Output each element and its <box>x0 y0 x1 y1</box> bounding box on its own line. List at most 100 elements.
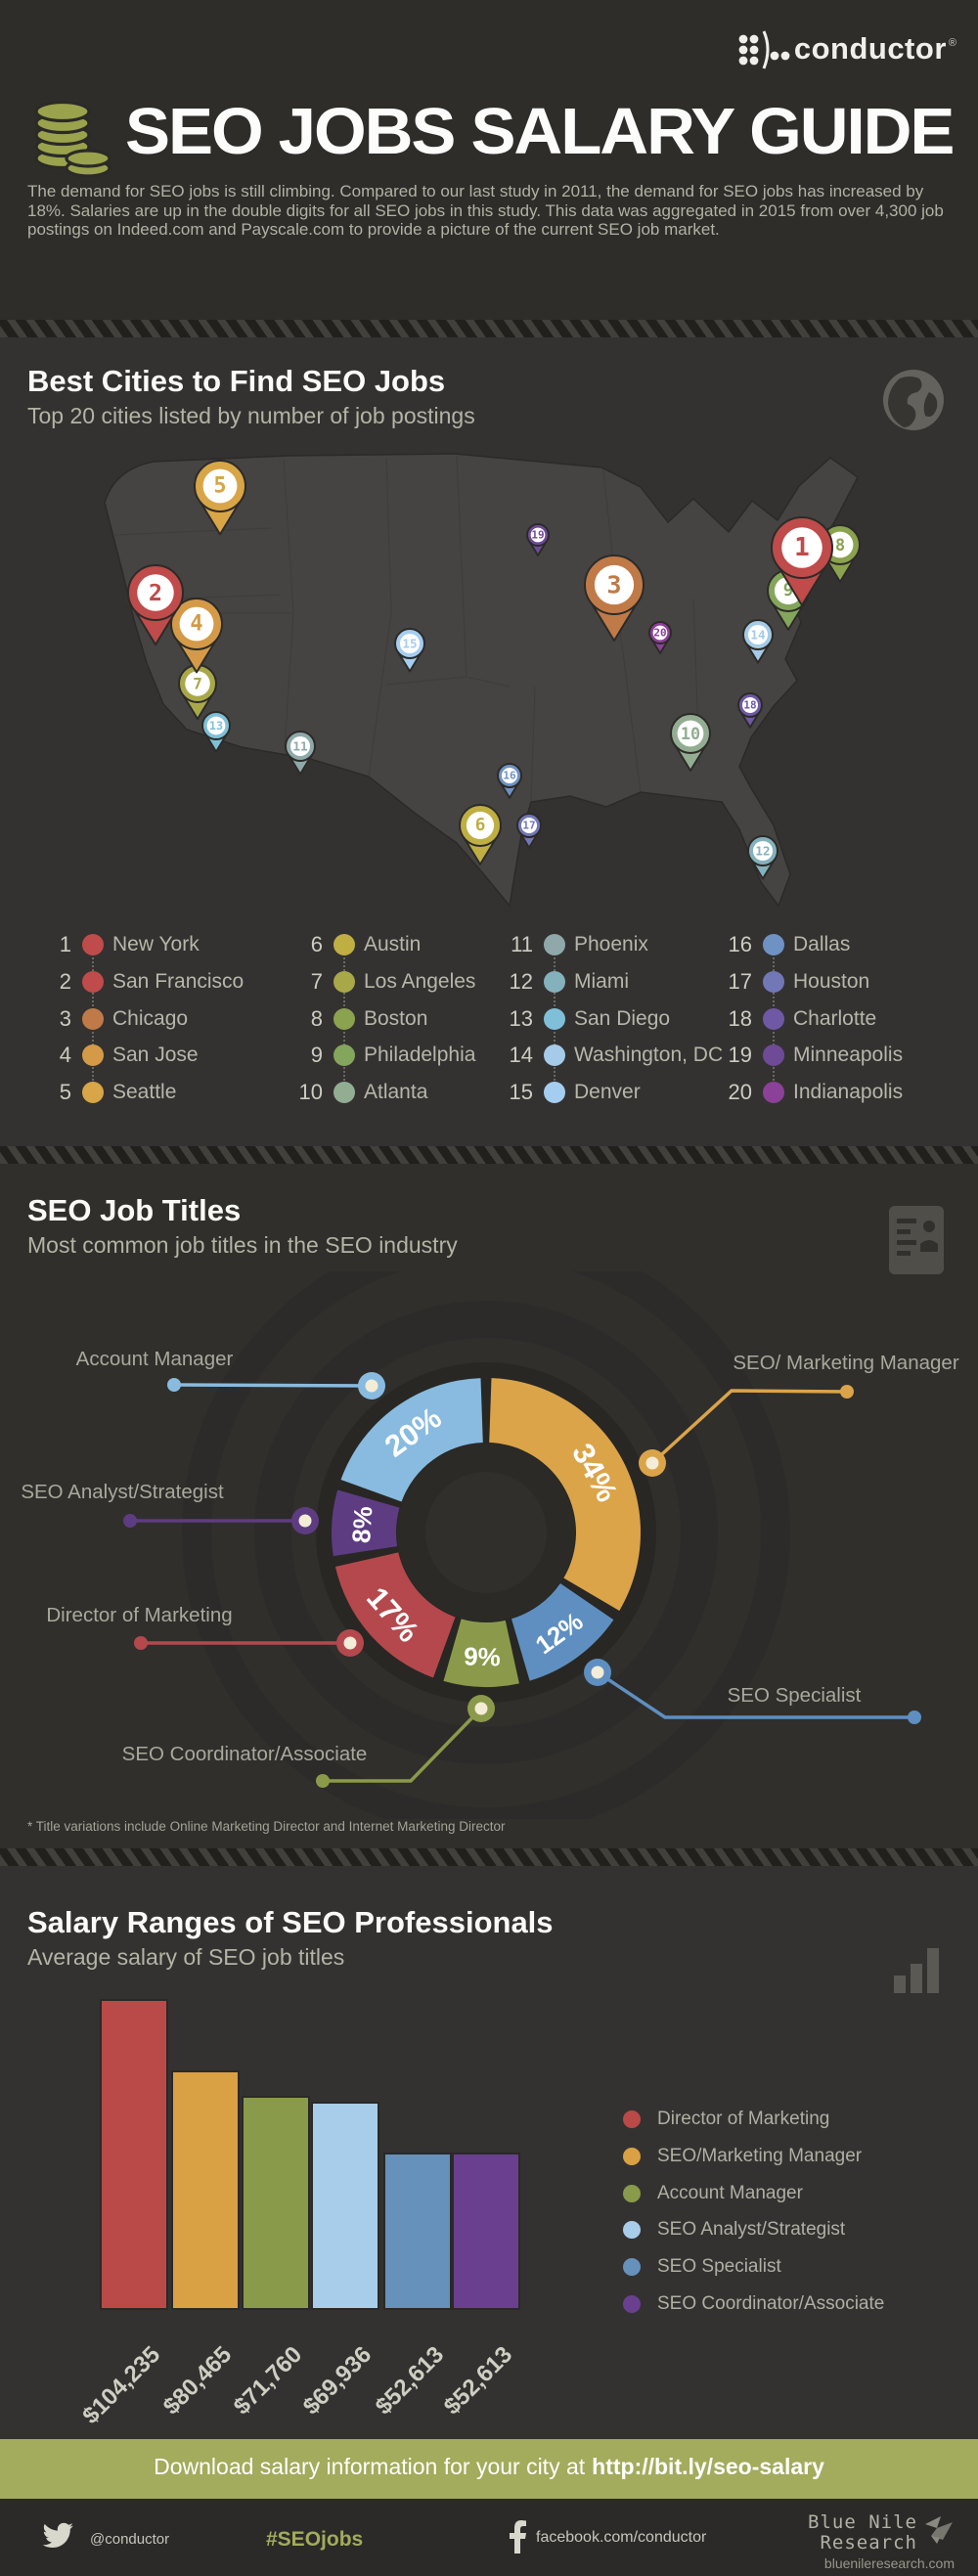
legend-dot <box>333 971 355 993</box>
map-pin-10[interactable]: 10 <box>670 713 711 772</box>
donut-slice-3[interactable] <box>334 1552 456 1678</box>
salary-bar-4[interactable] <box>383 2153 452 2310</box>
blue-nile-line1: Blue Nile <box>808 2511 917 2533</box>
legend-city-name: Atlanta <box>364 1081 428 1103</box>
svg-text:10: 10 <box>681 724 700 743</box>
resume-icon <box>889 1206 944 1274</box>
legend-city-name: Dallas <box>793 933 851 955</box>
facebook-icon[interactable] <box>509 2520 526 2554</box>
svg-text:9: 9 <box>783 581 794 600</box>
registered-mark: ® <box>948 37 956 49</box>
blue-nile-line2: Research <box>820 2532 917 2554</box>
map-pin-1[interactable]: 1 <box>771 516 833 606</box>
bar-legend-label: SEO/Marketing Manager <box>657 2145 863 2166</box>
legend-rank: 16 <box>728 932 752 956</box>
svg-text:11: 11 <box>292 739 307 754</box>
cta-bar: Download salary information for your cit… <box>0 2439 978 2495</box>
svg-text:16: 16 <box>503 770 516 782</box>
blue-nile-site[interactable]: bluenileresearch.com <box>823 2555 955 2571</box>
donut-slice-4[interactable] <box>332 1489 400 1557</box>
legend-city-name: Los Angeles <box>364 970 476 993</box>
legend-dot <box>544 934 565 955</box>
bar-legend-dot <box>623 2221 641 2240</box>
divider-stripe-3 <box>0 1848 978 1866</box>
map-pin-3[interactable]: 3 <box>584 555 645 642</box>
map-pin-19[interactable]: 19 <box>526 523 550 556</box>
svg-text:4: 4 <box>190 612 202 637</box>
bar-legend-dot <box>623 2184 641 2202</box>
map-pin-5[interactable]: 5 <box>194 460 246 536</box>
map-pin-2[interactable]: 2 <box>127 564 184 646</box>
legend-city-name: San Jose <box>112 1044 199 1066</box>
legend-city-name: Chicago <box>112 1007 189 1030</box>
legend-city-name: Washington, DC <box>574 1044 724 1066</box>
cities-heading-block: Best Cities to Find SEO Jobs Top 20 citi… <box>27 364 475 429</box>
svg-text:18: 18 <box>743 699 756 712</box>
bar-legend-label: Account Manager <box>657 2182 803 2203</box>
legend-dot <box>763 934 784 955</box>
map-pin-18[interactable]: 18 <box>737 692 763 729</box>
blue-nile-brand: Blue Nile Research <box>808 2512 917 2554</box>
salary-bar-1[interactable] <box>171 2070 240 2310</box>
legend-rank: 12 <box>509 969 533 994</box>
donut-slice-1[interactable] <box>511 1582 614 1681</box>
map-pin-12[interactable]: 12 <box>747 835 778 880</box>
donut-slice-5[interactable] <box>340 1378 483 1502</box>
salary-bar-0[interactable] <box>100 1999 168 2310</box>
legend-city-name: Charlotte <box>793 1007 877 1030</box>
legend-rank: 2 <box>59 969 71 994</box>
donut-callout-label: SEO Specialist <box>727 1684 862 1707</box>
legend-dot <box>333 1082 355 1103</box>
legend-dot <box>82 971 104 993</box>
salary-bar-5[interactable] <box>452 2153 520 2310</box>
salary-bar-3[interactable] <box>311 2102 379 2310</box>
jobs-subtitle: Most common job titles in the SEO indust… <box>27 1232 458 1258</box>
donut-callout-label: SEO Coordinator/Associate <box>121 1743 368 1765</box>
svg-text:20: 20 <box>653 627 666 640</box>
legend-dot <box>544 1008 565 1030</box>
map-pin-14[interactable]: 14 <box>742 619 774 664</box>
map-pin-20[interactable]: 20 <box>648 621 672 654</box>
svg-text:7: 7 <box>193 675 202 693</box>
bar-chart-icon <box>894 1948 939 1993</box>
donut-slice-0[interactable] <box>489 1378 642 1611</box>
legend-city-name: Indianapolis <box>793 1081 904 1103</box>
legend-dot <box>763 1044 784 1066</box>
map-pin-4[interactable]: 4 <box>170 598 223 674</box>
donut-callout-label: Account Manager <box>75 1348 234 1370</box>
salary-bar-2[interactable] <box>242 2096 310 2310</box>
hashtag[interactable]: #SEOjobs <box>266 2528 364 2551</box>
map-pin-11[interactable]: 11 <box>285 731 316 776</box>
svg-text:12: 12 <box>755 844 770 859</box>
facebook-link[interactable]: facebook.com/conductor <box>536 2529 707 2546</box>
legend-city-name: Seattle <box>112 1081 177 1103</box>
jobs-footnote: * Title variations include Online Market… <box>27 1819 506 1834</box>
coins-icon <box>34 100 111 178</box>
bar-legend-dot <box>623 2295 641 2313</box>
legend-rank: 15 <box>509 1080 533 1104</box>
twitter-icon[interactable] <box>41 2522 74 2550</box>
legend-city-name: San Diego <box>574 1007 671 1030</box>
svg-text:2: 2 <box>149 579 162 606</box>
legend-dot <box>82 934 104 955</box>
svg-text:17: 17 <box>522 820 535 832</box>
legend-rank: 17 <box>728 969 752 994</box>
bar-legend-label: SEO Specialist <box>657 2256 781 2278</box>
map-pin-16[interactable]: 16 <box>497 763 522 799</box>
map-pin-6[interactable]: 6 <box>459 804 502 866</box>
twitter-handle[interactable]: @conductor <box>90 2531 170 2548</box>
page-title: SEO JOBS SALARY GUIDE <box>125 95 955 168</box>
bar-legend-dot <box>623 2147 641 2165</box>
cities-subtitle: Top 20 cities listed by number of job po… <box>27 403 475 428</box>
donut-slice-2[interactable] <box>443 1619 519 1687</box>
legend-city-name: New York <box>112 933 200 955</box>
map-pin-7[interactable]: 7 <box>178 664 217 721</box>
svg-text:19: 19 <box>531 529 544 542</box>
callout-end-dot <box>316 1774 330 1788</box>
map-pin-13[interactable]: 13 <box>201 711 231 753</box>
callout-end-dot <box>134 1636 148 1650</box>
map-pin-17[interactable]: 17 <box>516 813 542 849</box>
bar-legend-label: Director of Marketing <box>657 2109 830 2129</box>
cta-link[interactable]: http://bit.ly/seo-salary <box>592 2454 824 2479</box>
map-pin-15[interactable]: 15 <box>394 628 425 673</box>
